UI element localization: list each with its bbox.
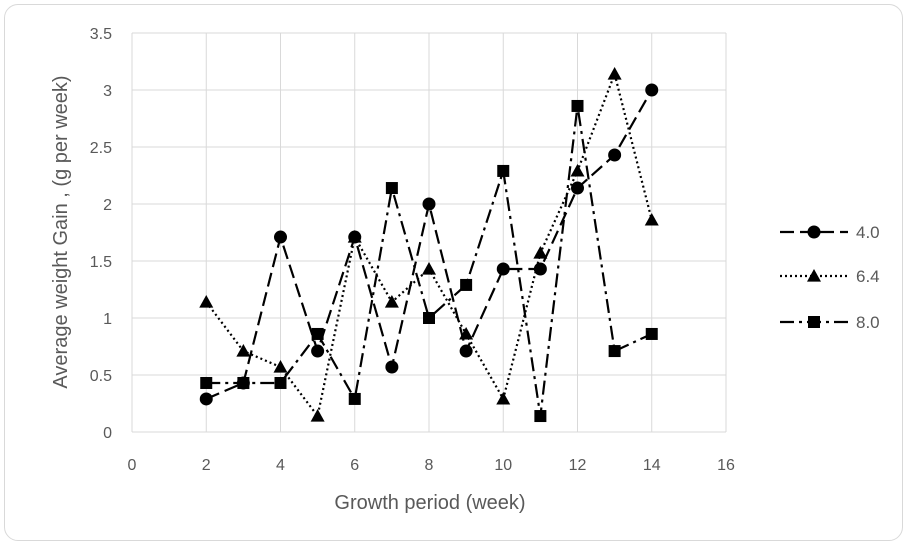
data-point-8.0 xyxy=(608,345,621,358)
series-6.4 xyxy=(199,67,659,422)
gridlines xyxy=(131,32,727,433)
data-point-8.0 xyxy=(571,99,584,112)
data-point-8.0 xyxy=(274,376,287,389)
data-point-6.4 xyxy=(236,344,251,357)
legend-marker xyxy=(807,269,821,282)
data-point-8.0 xyxy=(200,376,213,389)
legend-label: 4.0 xyxy=(856,223,880,242)
y-tick-label: 2.5 xyxy=(90,140,112,157)
data-point-8.0 xyxy=(534,410,547,423)
legend-item-4.0: 4.0 xyxy=(780,223,880,242)
data-point-6.4 xyxy=(422,261,436,275)
data-point-4.0 xyxy=(645,83,659,97)
data-point-8.0 xyxy=(385,182,398,195)
x-tick-label: 0 xyxy=(128,457,137,474)
x-tick-label: 6 xyxy=(350,457,359,474)
x-tick-label: 8 xyxy=(425,457,434,474)
data-point-4.0 xyxy=(311,344,325,358)
data-point-6.4 xyxy=(347,230,362,243)
data-point-4.0 xyxy=(274,230,287,244)
data-point-4.0 xyxy=(422,197,436,211)
data-point-6.4 xyxy=(644,212,659,226)
legend-label: 6.4 xyxy=(856,267,880,286)
data-point-4.0 xyxy=(533,262,547,276)
data-point-8.0 xyxy=(460,278,473,291)
data-point-4.0 xyxy=(199,392,213,406)
data-point-4.0 xyxy=(496,262,510,276)
y-tick-label: 2 xyxy=(103,197,112,214)
chart-frame xyxy=(4,4,903,541)
y-tick-label: 3.5 xyxy=(90,26,112,43)
data-point-6.4 xyxy=(310,409,325,422)
data-point-6.4 xyxy=(199,295,214,308)
x-axis-ticks: 0 2 4 6 8 10 12 14 16 xyxy=(128,457,735,474)
legend-item-8.0: 8.0 xyxy=(780,313,880,332)
data-point-6.4 xyxy=(570,163,585,177)
legend: 4.0 6.4 8.0 xyxy=(780,223,880,332)
data-point-8.0 xyxy=(645,327,658,340)
legend-marker xyxy=(807,225,821,239)
y-tick-label: 0 xyxy=(103,425,112,442)
data-point-8.0 xyxy=(348,392,361,405)
x-tick-label: 12 xyxy=(569,457,587,474)
data-point-8.0 xyxy=(497,164,510,177)
y-tick-label: 1 xyxy=(103,311,112,328)
data-point-8.0 xyxy=(311,327,324,340)
y-axis-title: Average weight Gain , (g per week) xyxy=(50,75,72,388)
y-tick-label: 3 xyxy=(103,83,112,100)
data-point-4.0 xyxy=(608,148,622,162)
legend-item-6.4: 6.4 xyxy=(780,267,880,286)
y-tick-label: 0.5 xyxy=(90,368,112,385)
data-point-6.4 xyxy=(273,360,288,373)
data-point-8.0 xyxy=(423,312,435,324)
data-point-6.4 xyxy=(607,67,622,80)
x-tick-label: 16 xyxy=(717,457,735,474)
data-point-6.4 xyxy=(533,246,548,259)
y-tick-label: 1.5 xyxy=(90,254,112,271)
legend-label: 8.0 xyxy=(856,313,880,332)
data-point-4.0 xyxy=(571,181,584,195)
data-point-6.4 xyxy=(459,326,474,340)
data-point-4.0 xyxy=(459,344,473,358)
x-axis-title: Growth period (week) xyxy=(334,492,525,514)
x-tick-label: 10 xyxy=(494,457,512,474)
data-point-8.0 xyxy=(237,376,250,389)
x-tick-label: 14 xyxy=(643,457,661,474)
series-group xyxy=(199,67,659,423)
series-8.0 xyxy=(200,99,658,423)
y-axis-ticks: 0 0.5 1 1.5 2 2.5 3 3.5 xyxy=(90,26,112,442)
x-tick-label: 4 xyxy=(276,457,285,474)
data-point-6.4 xyxy=(384,295,399,308)
x-tick-label: 2 xyxy=(202,457,211,474)
legend-marker xyxy=(808,316,820,328)
data-point-6.4 xyxy=(496,391,511,405)
data-point-4.0 xyxy=(385,360,399,374)
